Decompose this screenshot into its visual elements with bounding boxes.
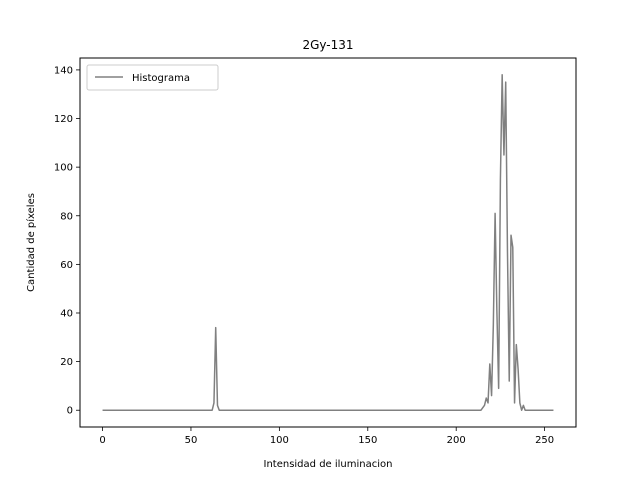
x-axis: 0 50 100 150 200 250 [99,427,554,446]
axes-frame [79,57,577,428]
y-axis-label: Cantidad de píxeles [25,193,37,292]
x-tick-label: 150 [358,435,377,446]
x-tick-label: 50 [185,435,198,446]
chart-title: 2Gy-131 [302,38,353,52]
x-axis-label: Intensidad de iluminacion [264,459,393,470]
y-tick-label: 120 [54,114,73,125]
plot-area [102,74,554,411]
legend-box [86,64,219,91]
y-tick-label: 40 [60,308,73,319]
y-tick-label: 60 [60,260,73,271]
y-tick-label: 20 [60,357,73,368]
legend: Histograma [86,64,219,91]
x-tick-label: 0 [99,435,105,446]
series-line-0 [102,74,554,411]
y-tick-label: 100 [54,163,73,174]
legend-label: Histograma [132,73,190,84]
y-tick-label: 0 [67,406,73,417]
y-tick-label: 80 [60,211,73,222]
x-tick-label: 100 [270,435,289,446]
x-tick-label: 200 [447,435,466,446]
x-tick-label: 250 [535,435,554,446]
y-axis: 0 20 40 60 80 100 120 140 [54,65,80,417]
y-tick-label: 140 [54,65,73,76]
